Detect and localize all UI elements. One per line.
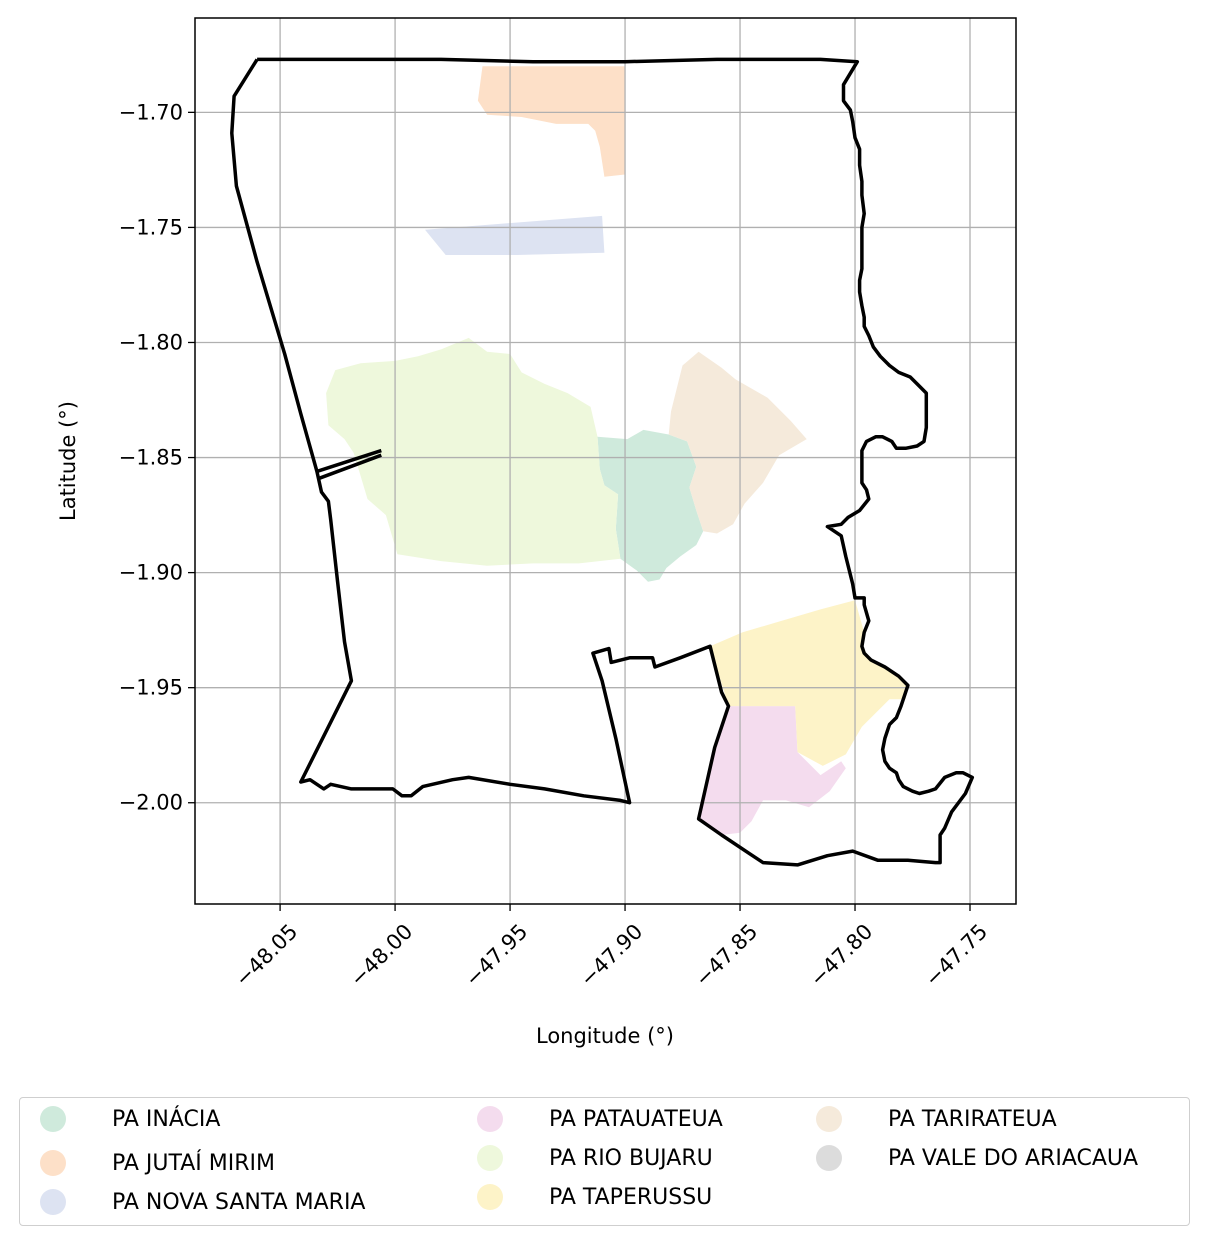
legend-item: PA TARIRATEUA (816, 1104, 1057, 1134)
x-tick-label: −47.75 (920, 919, 992, 991)
legend-marker (40, 1189, 66, 1215)
x-tick-label: −48.00 (345, 919, 417, 991)
legend-item: PA PATAUATEUA (477, 1104, 723, 1134)
y-axis-title: Latitude (°) (56, 401, 80, 521)
y-tick-label: −1.85 (119, 446, 183, 470)
legend-marker (477, 1145, 503, 1171)
x-tick-label: −48.05 (230, 919, 302, 991)
legend-item: PA JUTAÍ MIRIM (40, 1148, 275, 1178)
legend-marker (40, 1106, 66, 1132)
grid-layer (195, 18, 1016, 904)
legend-label: PA NOVA SANTA MARIA (112, 1189, 366, 1215)
region-pa-rio-bujaru (326, 337, 621, 566)
legend-label: PA TAPERUSSU (549, 1184, 713, 1210)
x-tick-label: −47.85 (690, 919, 762, 991)
region-pa-juta-mirim (477, 66, 625, 177)
legend-item: PA RIO BUJARU (477, 1143, 713, 1173)
legend-label: PA INÁCIA (112, 1106, 221, 1132)
legend-label: PA JUTAÍ MIRIM (112, 1150, 275, 1176)
region-pa-taperussu (710, 600, 908, 766)
y-tick-label: −2.00 (119, 791, 183, 815)
boundary-layer (230, 57, 975, 867)
region-pa-in-cia (597, 429, 704, 582)
boundary-segment (316, 448, 382, 474)
legend-item: PA INÁCIA (40, 1104, 220, 1134)
y-tick-label: −1.95 (119, 676, 183, 700)
legend-marker (477, 1106, 503, 1132)
plot-frame (194, 17, 1017, 905)
legend-label: PA TARIRATEUA (888, 1106, 1057, 1132)
region-pa-tarirateua (668, 351, 807, 534)
y-tick-label: −1.75 (119, 215, 183, 239)
municipality-boundary (230, 57, 975, 867)
x-axis-title: Longitude (°) (536, 1024, 674, 1048)
x-tick-label: −47.95 (460, 919, 532, 991)
x-tick-label: −47.90 (575, 919, 647, 991)
y-tick-label: −1.90 (119, 561, 183, 585)
x-tick-label: −47.80 (805, 919, 877, 991)
legend-item: PA NOVA SANTA MARIA (40, 1187, 365, 1217)
y-tick-label: −1.80 (119, 330, 183, 354)
legend-item: PA TAPERUSSU (477, 1182, 712, 1212)
legend-marker (816, 1145, 842, 1171)
legend-label: PA VALE DO ARIACAUA (888, 1145, 1139, 1171)
legend-label: PA RIO BUJARU (549, 1145, 713, 1171)
legend-item: PA VALE DO ARIACAUA (816, 1143, 1138, 1173)
region-pa-nova-santa-maria (425, 215, 605, 255)
regions-layer (326, 66, 908, 835)
boundary-segment (318, 453, 382, 480)
y-tick-label: −1.70 (119, 100, 183, 124)
legend-marker (40, 1150, 66, 1176)
legend: PA INÁCIA PA JUTAÍ MIRIM PA NOVA SANTA M… (19, 1097, 1190, 1226)
legend-label: PA PATAUATEUA (549, 1106, 723, 1132)
legend-marker (477, 1184, 503, 1210)
legend-marker (816, 1106, 842, 1132)
